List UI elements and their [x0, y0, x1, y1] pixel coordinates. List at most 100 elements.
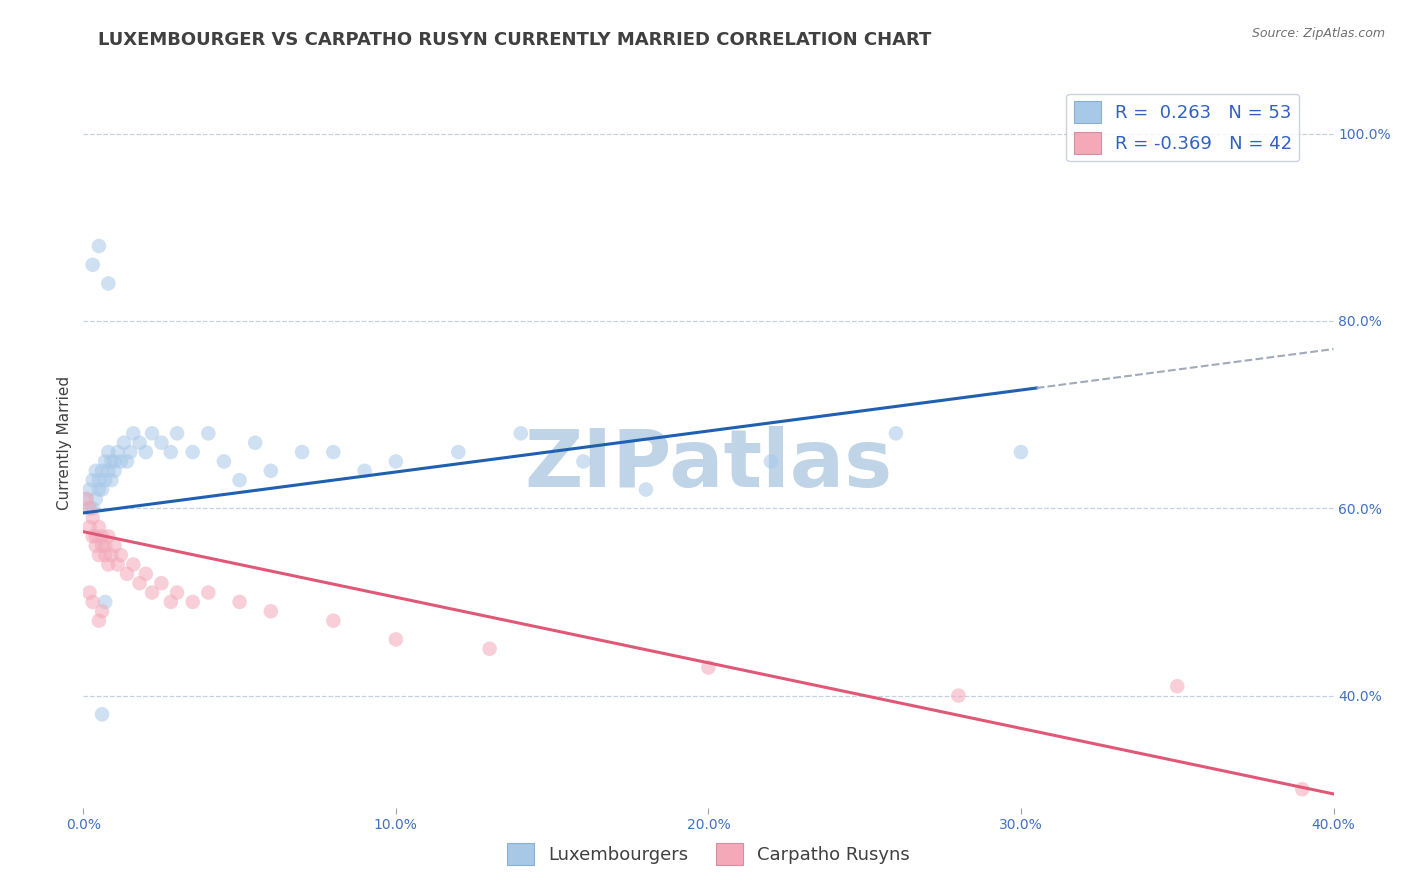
Point — [100, 473, 122, 487]
Point — [87, 548, 110, 562]
Point — [181, 445, 204, 459]
Point — [122, 558, 145, 572]
Point — [166, 585, 188, 599]
Point — [228, 473, 250, 487]
Point — [87, 239, 110, 253]
Point — [572, 454, 595, 468]
Point — [91, 604, 114, 618]
Point — [115, 566, 138, 581]
Point — [260, 464, 283, 478]
Point — [107, 558, 129, 572]
Point — [84, 539, 107, 553]
Point — [82, 473, 104, 487]
Point — [103, 539, 125, 553]
Point — [135, 566, 157, 581]
Y-axis label: Currently Married: Currently Married — [58, 376, 72, 509]
Point — [1291, 782, 1313, 797]
Point — [385, 632, 408, 647]
Point — [110, 548, 132, 562]
Point — [103, 454, 125, 468]
Point — [1166, 679, 1188, 693]
Point — [97, 558, 120, 572]
Point — [478, 641, 501, 656]
Point — [75, 491, 97, 506]
Point — [697, 660, 720, 674]
Point — [120, 445, 142, 459]
Point — [97, 277, 120, 291]
Point — [84, 491, 107, 506]
Point — [87, 483, 110, 497]
Point — [79, 501, 101, 516]
Point — [87, 614, 110, 628]
Point — [291, 445, 314, 459]
Point — [322, 614, 344, 628]
Point — [82, 595, 104, 609]
Point — [197, 426, 219, 441]
Point — [82, 510, 104, 524]
Point — [84, 529, 107, 543]
Point — [79, 483, 101, 497]
Point — [150, 435, 173, 450]
Point — [322, 445, 344, 459]
Point — [385, 454, 408, 468]
Point — [135, 445, 157, 459]
Point — [128, 576, 150, 591]
Point — [884, 426, 907, 441]
Point — [141, 426, 163, 441]
Point — [82, 258, 104, 272]
Point — [212, 454, 235, 468]
Point — [87, 473, 110, 487]
Point — [97, 445, 120, 459]
Text: Source: ZipAtlas.com: Source: ZipAtlas.com — [1251, 27, 1385, 40]
Point — [84, 464, 107, 478]
Point — [107, 445, 129, 459]
Point — [128, 435, 150, 450]
Point — [79, 501, 101, 516]
Point — [447, 445, 470, 459]
Legend: R =  0.263   N = 53, R = -0.369   N = 42: R = 0.263 N = 53, R = -0.369 N = 42 — [1066, 94, 1299, 161]
Point — [87, 520, 110, 534]
Point — [159, 595, 181, 609]
Point — [1010, 445, 1032, 459]
Point — [91, 483, 114, 497]
Point — [759, 454, 782, 468]
Point — [97, 464, 120, 478]
Point — [166, 426, 188, 441]
Point — [100, 454, 122, 468]
Point — [181, 595, 204, 609]
Point — [245, 435, 267, 450]
Point — [260, 604, 283, 618]
Point — [100, 548, 122, 562]
Point — [91, 464, 114, 478]
Point — [94, 595, 117, 609]
Point — [115, 454, 138, 468]
Point — [79, 520, 101, 534]
Point — [75, 491, 97, 506]
Point — [94, 473, 117, 487]
Point — [94, 548, 117, 562]
Text: LUXEMBOURGER VS CARPATHO RUSYN CURRENTLY MARRIED CORRELATION CHART: LUXEMBOURGER VS CARPATHO RUSYN CURRENTLY… — [98, 31, 932, 49]
Point — [91, 707, 114, 722]
Point — [197, 585, 219, 599]
Point — [112, 435, 135, 450]
Point — [159, 445, 181, 459]
Point — [150, 576, 173, 591]
Point — [122, 426, 145, 441]
Point — [94, 454, 117, 468]
Point — [353, 464, 375, 478]
Point — [82, 529, 104, 543]
Point — [509, 426, 531, 441]
Point — [94, 539, 117, 553]
Point — [91, 529, 114, 543]
Point — [110, 454, 132, 468]
Point — [634, 483, 657, 497]
Point — [141, 585, 163, 599]
Point — [79, 585, 101, 599]
Point — [82, 501, 104, 516]
Point — [228, 595, 250, 609]
Point — [948, 689, 970, 703]
Point — [103, 464, 125, 478]
Text: ZIPatlas: ZIPatlas — [524, 425, 893, 504]
Point — [97, 529, 120, 543]
Point — [91, 539, 114, 553]
